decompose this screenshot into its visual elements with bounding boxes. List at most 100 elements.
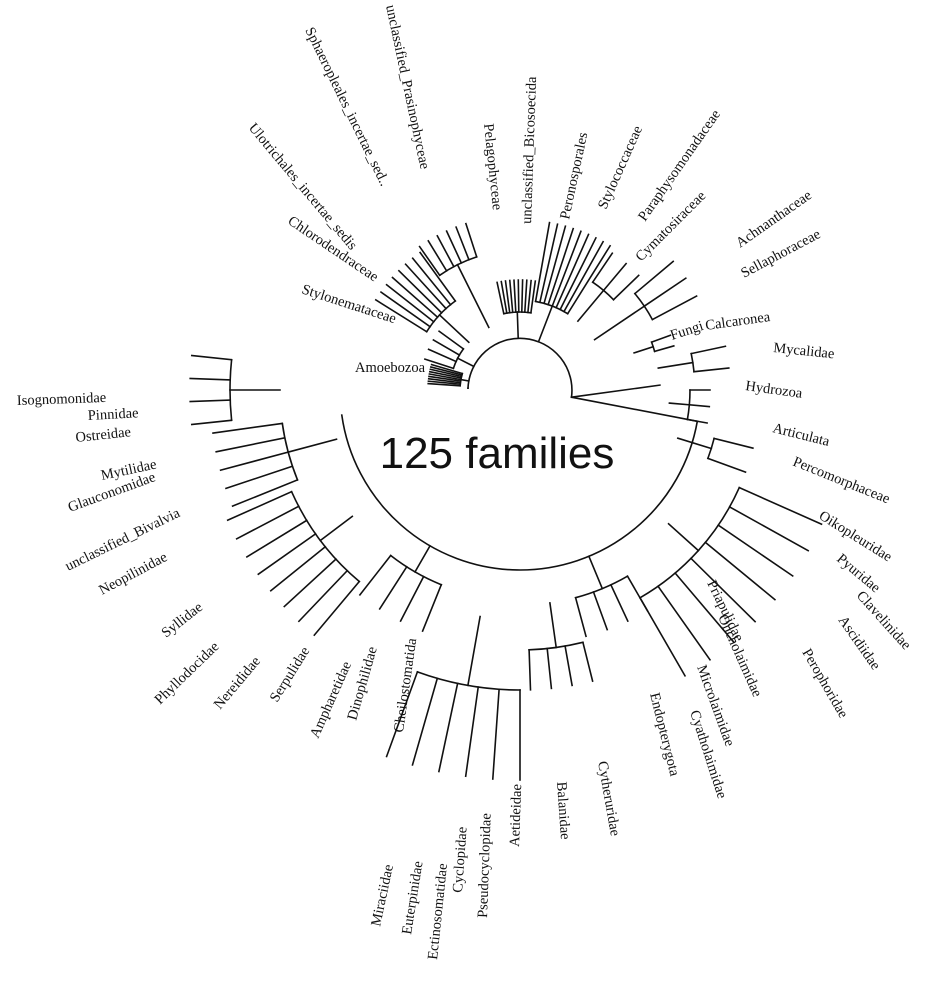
leaf-label-euterpinidae: Euterpinidae — [399, 860, 426, 936]
leaf-label-neopilinidae: Neopilinidae — [96, 549, 170, 598]
center-label: 125 families — [380, 429, 615, 478]
tree-branch — [570, 384, 661, 399]
leaf-label-stylococcaceae: Stylococcaceae — [595, 123, 646, 211]
tree-branch — [212, 422, 284, 435]
tree-branch — [523, 279, 528, 314]
tree-branch — [466, 615, 482, 687]
leaf-label-mycalidae: Mycalidae — [773, 340, 836, 362]
leaf-label-articulata: Articulata — [771, 420, 832, 450]
tree-branch — [612, 274, 640, 301]
tree-branch — [464, 686, 480, 778]
tree-branch — [651, 295, 698, 321]
tree-branch — [570, 396, 699, 423]
tree-branch — [534, 221, 551, 303]
leaf-label-ostreidae: Ostreidae — [75, 424, 132, 446]
tree-branch — [411, 257, 452, 306]
tree-arc — [340, 414, 699, 571]
tree-branch — [190, 354, 233, 361]
leaf-labels: 125 families Amoebozoa Stylonemataceae C… — [17, 4, 914, 961]
tree-branch — [423, 358, 455, 370]
tree-branch — [436, 234, 455, 268]
tree-branch — [581, 641, 594, 683]
tree-branch — [574, 596, 587, 638]
tree-branch — [319, 515, 354, 542]
tree-branch — [674, 571, 735, 643]
tree-branch — [704, 541, 777, 601]
tree-branch — [429, 366, 463, 376]
tree-branch — [690, 345, 727, 355]
tree-branches — [189, 221, 823, 781]
tree-branch — [626, 575, 649, 612]
tree-branch — [527, 279, 532, 314]
leaf-label-amoebozoa: Amoebozoa — [355, 360, 426, 376]
tree-branch — [551, 230, 582, 308]
tree-branch — [713, 437, 754, 450]
tree-branch — [438, 313, 470, 344]
leaf-label-nereididae: Nereididae — [211, 654, 264, 713]
tree-branch — [516, 311, 520, 339]
tree-branch — [313, 580, 361, 637]
leaf-label-oikopleuridae: Oikopleuridae — [816, 508, 895, 566]
leaf-label-cheilostomatida: Cheilostomatida — [391, 637, 420, 734]
leaf-label-pseudocyclopidae: Pseudocyclopidae — [475, 813, 495, 918]
tree-branch — [430, 363, 464, 375]
tree-branch — [633, 260, 675, 295]
leaf-label-miraciidae: Miraciidae — [368, 863, 397, 928]
tree-branch — [427, 239, 448, 272]
leaf-label-serpulidae: Serpulidae — [267, 644, 313, 705]
tree-branch — [190, 419, 233, 426]
tree-branch — [728, 505, 810, 552]
tree-branch — [391, 276, 439, 319]
tree-branch — [404, 263, 448, 310]
tree-branch — [421, 583, 443, 633]
tree-branch — [587, 555, 604, 590]
tree-branch — [378, 565, 408, 611]
tree-branch — [517, 279, 520, 313]
leaf-label-ampharetidae: Ampharetidae — [307, 659, 355, 741]
tree-branch — [500, 280, 508, 315]
tree-branch — [496, 281, 505, 315]
tree-branch — [564, 645, 574, 687]
tree-branch — [427, 382, 461, 387]
leaf-label-ectinosomatidae: Ectinosomatidae — [425, 863, 451, 961]
tree-branch — [437, 330, 465, 351]
tree-branch — [413, 544, 432, 573]
tree-branch — [562, 240, 605, 313]
tree-branch — [464, 222, 478, 258]
tree-branch — [667, 522, 700, 552]
tree-branch — [592, 590, 609, 631]
tree-branch — [546, 647, 553, 690]
tree-branch — [609, 583, 629, 623]
tree-branch — [529, 280, 537, 314]
tree-branch — [231, 478, 299, 508]
tree-branch — [491, 688, 500, 780]
tree-branch — [657, 361, 694, 370]
tree-branch — [543, 225, 567, 305]
leaf-label-percomorphaceae: Percomorphaceae — [791, 454, 893, 507]
tree-branch — [555, 233, 590, 309]
tree-branch — [283, 557, 338, 608]
leaf-label-hydrozoa: Hydrozoa — [744, 378, 803, 402]
tree-branch — [547, 227, 575, 306]
tree-branch — [215, 436, 286, 453]
tree-branch — [706, 457, 747, 474]
tree-branch — [633, 345, 655, 354]
tree-branch — [399, 575, 425, 623]
tree-branch — [297, 569, 349, 623]
tree-branch — [688, 403, 711, 408]
leaf-label-perophoridae: Perophoridae — [799, 646, 852, 721]
leaf-label-phyllodocidae: Phyllodocidae — [152, 639, 223, 708]
leaf-label-cyclopidae: Cyclopidae — [450, 826, 471, 893]
leaf-label-endopterygota: Endopterygota — [646, 691, 682, 778]
tree-branch — [653, 344, 675, 353]
tree-branch — [520, 279, 524, 313]
leaf-label-syllidae: Syllidae — [159, 599, 206, 641]
tree-branch — [559, 236, 597, 311]
tree-branch — [693, 367, 730, 373]
leaf-label-cytheruridae: Cytheruridae — [594, 760, 623, 837]
tree-branch — [537, 304, 554, 343]
tree-branch — [245, 519, 308, 558]
tree-branch — [602, 262, 628, 292]
tree-branch — [566, 244, 612, 315]
tree-arc — [467, 337, 573, 399]
